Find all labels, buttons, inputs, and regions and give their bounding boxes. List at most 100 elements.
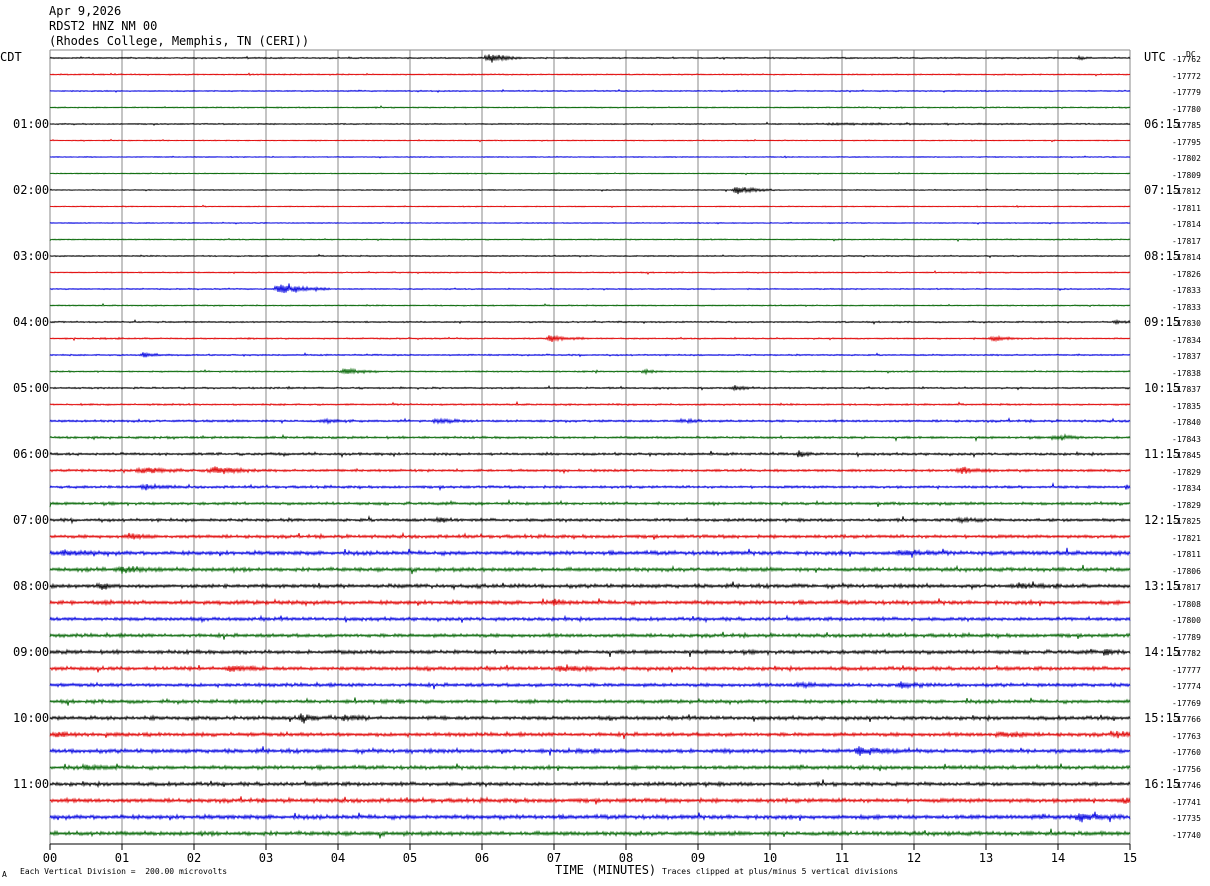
dc-offset-label: -17782 (1172, 649, 1201, 658)
trace-row-0 (49, 54, 1131, 63)
trace-row-47 (49, 828, 1131, 839)
left-time-label: 01:00 (13, 117, 50, 131)
right-time-label: 09:15 (1144, 315, 1181, 329)
trace-row-45 (49, 796, 1131, 805)
dc-offset-label: -17826 (1172, 269, 1201, 279)
left-time-label: 05:00 (13, 381, 50, 395)
dc-offset-label: -17740 (1172, 830, 1201, 840)
trace-row-10 (49, 221, 1131, 225)
dc-offset-label: -17800 (1172, 616, 1201, 625)
x-axis-label: TIME (MINUTES) (555, 863, 657, 877)
trace-row-44 (49, 779, 1131, 789)
right-time-label: 15:15 (1144, 711, 1181, 725)
dc-offset-label: -17789 (1172, 632, 1201, 642)
dc-offset-label: -17769 (1172, 698, 1201, 708)
trace-row-17 (49, 334, 1131, 343)
x-tick-label: 08 (619, 851, 633, 865)
dc-offset-label: -17779 (1172, 88, 1201, 97)
left-time-label: 10:00 (13, 711, 50, 725)
trace-row-16 (49, 319, 1131, 326)
trace-row-2 (49, 88, 1131, 94)
dc-label: DC (1186, 50, 1196, 59)
dc-offset-label: -17777 (1172, 665, 1201, 675)
station-label: RDST2 HNZ NM 00 (49, 19, 158, 33)
dc-offset-label: -17760 (1172, 748, 1201, 757)
dc-offset-label: -17785 (1172, 121, 1201, 130)
dc-offset-label: -17817 (1172, 236, 1201, 246)
dc-offset-label: -17834 (1172, 484, 1201, 493)
x-tick-label: 13 (979, 851, 993, 865)
x-tick-label: 15 (1123, 851, 1137, 865)
dc-offset-label: -17774 (1172, 682, 1201, 691)
right-time-label: 13:15 (1144, 579, 1181, 593)
left-time-label: 11:00 (13, 777, 50, 791)
dc-offset-label: -17825 (1172, 517, 1201, 526)
x-tick-label: 10 (763, 851, 777, 865)
trace-row-46 (49, 811, 1131, 823)
x-tick-label: 07 (547, 851, 561, 865)
trace-row-22 (49, 417, 1131, 425)
dc-offset-label: -17808 (1172, 599, 1201, 609)
dc-offset-label: -17845 (1172, 451, 1201, 460)
x-tick-label: 05 (403, 851, 417, 865)
trace-row-5 (49, 138, 1131, 143)
trace-row-13 (49, 270, 1131, 275)
right-time-label: 11:15 (1144, 447, 1181, 461)
dc-offset-label: -17833 (1172, 286, 1201, 295)
dc-offset-label: -17840 (1172, 418, 1201, 427)
trace-row-21 (49, 400, 1131, 407)
dc-offset-label: -17843 (1172, 434, 1201, 444)
right-timezone-label: UTC (1144, 50, 1166, 64)
dc-offset-label: -17830 (1172, 319, 1201, 328)
left-time-label: 02:00 (13, 183, 50, 197)
dc-offset-label: -17756 (1172, 764, 1201, 774)
trace-row-37 (49, 664, 1131, 673)
left-time-label: 07:00 (13, 513, 50, 527)
dc-offset-label: -17766 (1172, 715, 1201, 724)
left-timezone-label: CDT (0, 50, 22, 64)
dc-offset-label: -17814 (1172, 220, 1201, 229)
right-time-label: 10:15 (1144, 381, 1181, 395)
corner-mark: A (2, 870, 7, 879)
dc-offset-label: -17814 (1172, 253, 1201, 262)
x-tick-label: 12 (907, 851, 921, 865)
dc-offset-label: -17817 (1172, 583, 1201, 592)
trace-row-29 (49, 531, 1131, 541)
right-time-label: 08:15 (1144, 249, 1181, 263)
dc-offset-label: -17741 (1172, 797, 1201, 807)
dc-offset-label: -17780 (1172, 104, 1201, 114)
trace-row-30 (49, 547, 1131, 558)
trace-row-42 (49, 746, 1131, 756)
trace-row-9 (49, 204, 1131, 209)
dc-offset-label: -17838 (1172, 368, 1201, 378)
trace-row-1 (49, 72, 1131, 77)
trace-row-41 (49, 730, 1131, 740)
trace-row-11 (49, 237, 1131, 243)
trace-row-14 (49, 283, 1131, 294)
trace-row-4 (49, 121, 1131, 127)
trace-row-28 (49, 515, 1131, 525)
dc-offset-label: -17763 (1172, 731, 1201, 741)
trace-row-19 (49, 367, 1131, 376)
trace-row-12 (49, 253, 1131, 259)
trace-row-39 (49, 697, 1131, 706)
trace-row-35 (49, 631, 1131, 640)
trace-row-20 (49, 384, 1131, 392)
dc-offset-label: -17812 (1172, 187, 1201, 196)
trace-row-43 (49, 763, 1131, 772)
trace-row-31 (49, 564, 1131, 575)
trace-row-40 (49, 713, 1131, 724)
left-time-label: 04:00 (13, 315, 50, 329)
x-tick-label: 02 (187, 851, 201, 865)
dc-offset-label: -17762 (1172, 55, 1201, 64)
x-tick-label: 09 (691, 851, 705, 865)
trace-row-25 (49, 466, 1131, 475)
dc-offset-label: -17735 (1172, 814, 1201, 823)
x-tick-label: 11 (835, 851, 849, 865)
right-time-label: 06:15 (1144, 117, 1181, 131)
dc-offset-label: -17811 (1172, 203, 1201, 213)
trace-row-3 (49, 105, 1131, 110)
location-label: (Rhodes College, Memphis, TN (CERI)) (49, 34, 310, 48)
x-tick-label: 01 (115, 851, 129, 865)
